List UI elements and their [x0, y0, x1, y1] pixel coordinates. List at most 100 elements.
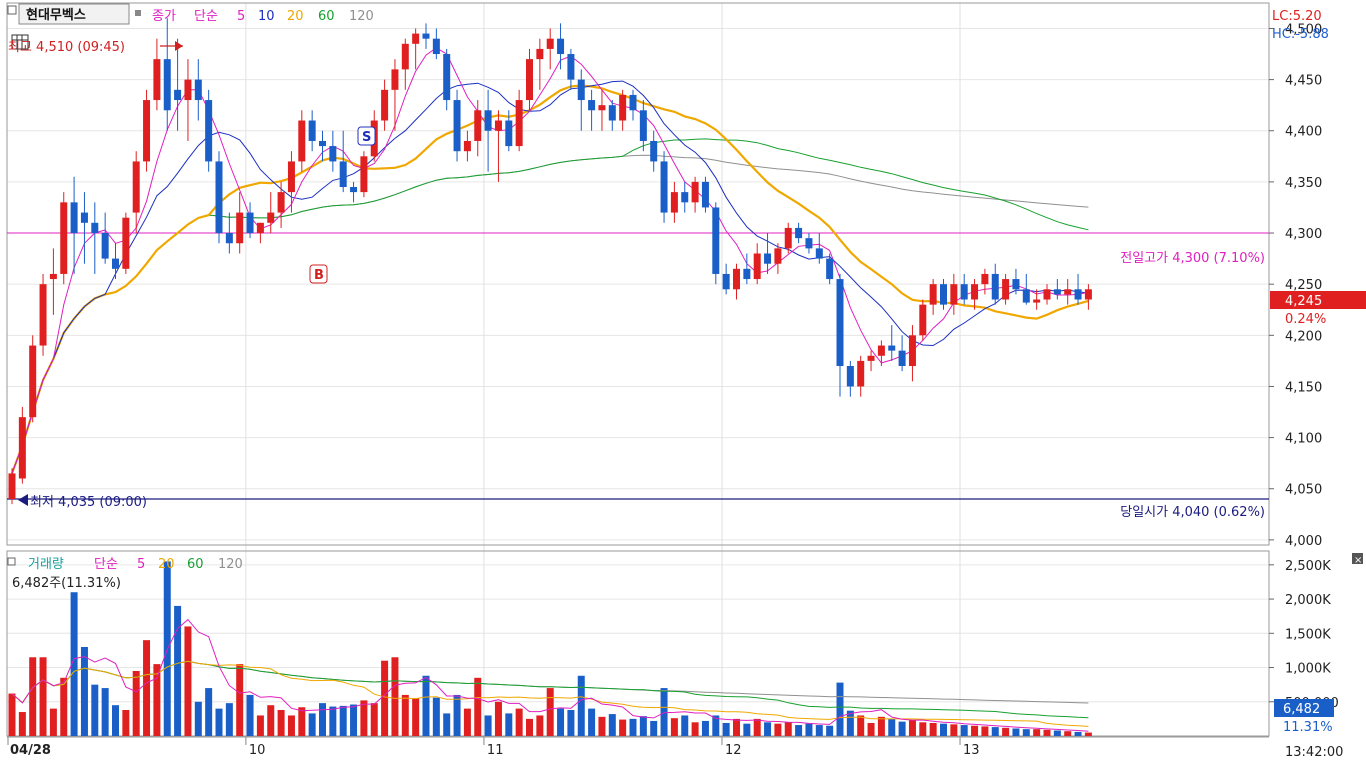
- ma-120-label[interactable]: 120: [349, 9, 374, 24]
- buy-signal-marker[interactable]: [309, 264, 328, 284]
- candle-body: [991, 273, 999, 300]
- candle-body: [391, 69, 399, 90]
- candle-body: [101, 233, 109, 259]
- time-tick-label: 10: [249, 743, 266, 758]
- volume-bar: [60, 677, 68, 736]
- volume-bar: [39, 657, 47, 736]
- stock-name: 현대무벡스: [26, 7, 86, 23]
- volume-header-value: 6,482주(11.31%): [12, 576, 121, 591]
- candle-body: [1022, 289, 1030, 303]
- candle-body: [629, 94, 637, 111]
- volume-ma-5[interactable]: 5: [137, 557, 145, 572]
- grid-table-icon[interactable]: [11, 34, 29, 50]
- ma-5-label[interactable]: 5: [237, 9, 245, 24]
- candle-body: [846, 366, 854, 387]
- volume-bar: [629, 718, 637, 736]
- volume-bar: [8, 693, 16, 736]
- volume-bar: [443, 713, 451, 736]
- candle-body: [981, 273, 989, 285]
- volume-bar: [681, 715, 689, 736]
- volume-bar: [929, 722, 937, 736]
- volume-bar: [971, 725, 979, 736]
- volume-bar: [588, 708, 596, 736]
- current-volume-value: 6,482: [1283, 702, 1320, 717]
- high-marker-label: 최고 4,510 (09:45): [8, 40, 125, 55]
- volume-bar: [215, 708, 223, 736]
- candle-body: [153, 59, 161, 101]
- volume-bar: [877, 716, 885, 736]
- low-marker-label: 최저 4,035 (09:00): [30, 495, 147, 510]
- volume-ma-type: 단순: [94, 557, 118, 572]
- candle-body: [681, 192, 689, 203]
- volume-bar: [18, 712, 26, 736]
- volume-bar: [867, 722, 875, 736]
- current-volume-pct: 11.31%: [1283, 720, 1333, 735]
- volume-bar: [826, 725, 834, 736]
- volume-bar: [308, 713, 316, 736]
- ma-10-label[interactable]: 10: [258, 9, 275, 24]
- volume-moving-averages: [11, 618, 1089, 732]
- volume-ma-20[interactable]: 20: [158, 557, 175, 572]
- price-tick-label: 4,050: [1285, 483, 1322, 498]
- candle-body: [1033, 299, 1041, 303]
- candle-body: [598, 105, 606, 111]
- candle-body: [546, 38, 554, 49]
- candle-body: [567, 54, 575, 80]
- volume-bar: [339, 705, 347, 736]
- candle-body: [132, 161, 140, 213]
- candle-body: [401, 43, 409, 70]
- volume-bar: [463, 708, 471, 736]
- stock-name-box[interactable]: [18, 3, 130, 25]
- volume-bar: [49, 708, 57, 736]
- candle-body: [557, 38, 565, 55]
- candle-body: [256, 222, 264, 234]
- price-tick-label: 4,000: [1285, 534, 1322, 549]
- candle-body: [784, 227, 792, 249]
- volume-bar: [650, 720, 658, 736]
- volume-bar: [846, 710, 854, 736]
- volume-bar: [557, 708, 565, 736]
- panel-menu-icon[interactable]: [7, 5, 17, 15]
- candle-body: [215, 161, 223, 234]
- sell-signal-marker[interactable]: [357, 126, 376, 146]
- volume-ma-60[interactable]: 60: [187, 557, 204, 572]
- volume-bar: [712, 715, 720, 736]
- ma-60-label[interactable]: 60: [318, 9, 335, 24]
- candle-body: [515, 100, 523, 147]
- ma-10-line: [11, 80, 1089, 474]
- volume-bar: [401, 694, 409, 736]
- candle-body: [650, 140, 658, 162]
- candle-body: [929, 284, 937, 305]
- volume-bar: [815, 725, 823, 736]
- volume-bar: [577, 675, 585, 736]
- price-tick-label: 4,400: [1285, 125, 1322, 140]
- volume-bar: [174, 605, 182, 736]
- time-tick-label: 13: [963, 743, 980, 758]
- candle-body: [588, 100, 596, 111]
- close-panel-icon[interactable]: [1352, 553, 1363, 564]
- candle-body: [1043, 289, 1051, 300]
- ma-5-line: [11, 47, 1089, 474]
- volume-bar: [888, 718, 896, 736]
- legend-square-icon: [135, 10, 141, 16]
- volume-ma-120[interactable]: 120: [218, 557, 243, 572]
- candle-body: [225, 233, 233, 244]
- volume-bar: [422, 675, 430, 736]
- candle-body: [753, 253, 761, 280]
- volume-menu-icon[interactable]: [7, 557, 16, 566]
- candle-body: [898, 350, 906, 366]
- ma-20-label[interactable]: 20: [287, 9, 304, 24]
- volume-bar: [194, 701, 202, 736]
- candle-body: [49, 273, 57, 280]
- volume-bar: [112, 705, 119, 736]
- volume-bar: [1033, 729, 1041, 736]
- volume-bar: [701, 720, 709, 736]
- price-tick-label: 4,350: [1285, 176, 1322, 191]
- volume-bar: [432, 697, 440, 736]
- volume-bar: [277, 709, 285, 736]
- candle-body: [412, 33, 420, 44]
- ma-60-line: [11, 138, 1089, 474]
- candle-body: [463, 140, 471, 152]
- volume-bar: [360, 700, 368, 736]
